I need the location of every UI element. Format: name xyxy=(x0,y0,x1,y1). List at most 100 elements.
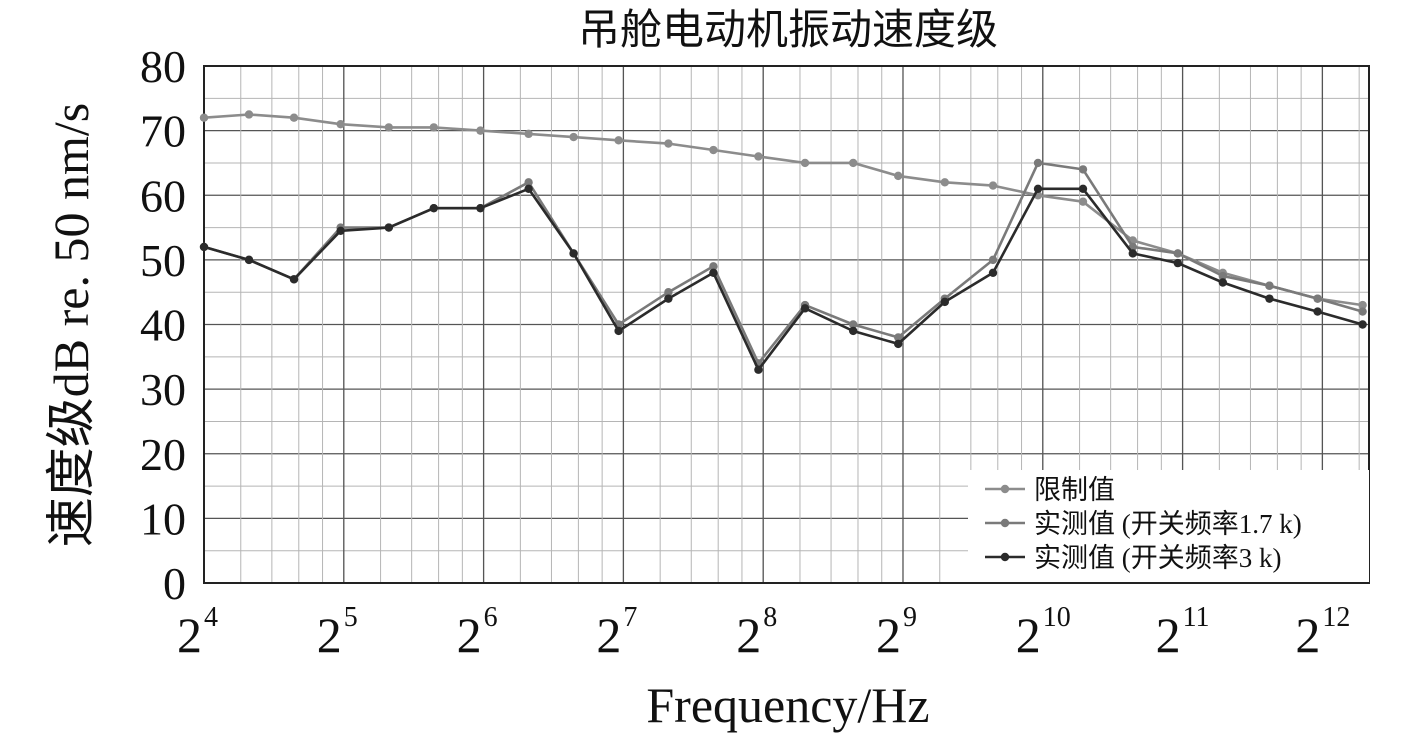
legend-swatch-marker xyxy=(1000,552,1010,562)
y-tick-label: 50 xyxy=(140,235,186,286)
data-point xyxy=(1358,300,1367,310)
data-point xyxy=(664,287,673,297)
data-point xyxy=(754,152,763,161)
data-point xyxy=(1265,294,1274,303)
legend-label: 限制值 xyxy=(1034,475,1115,505)
data-point xyxy=(244,110,254,119)
data-point xyxy=(569,249,578,258)
x-tick-base: 2 xyxy=(876,607,901,663)
data-point xyxy=(476,203,485,213)
y-axis-label: 速度级dB re. 50 nm/s xyxy=(43,103,99,547)
y-tick-label: 60 xyxy=(140,170,186,221)
data-point xyxy=(1265,281,1274,290)
y-axis-ticks: 0 10 20 30 40 50 60 70 80 xyxy=(140,41,186,609)
data-point xyxy=(849,326,858,336)
data-point xyxy=(1033,184,1043,193)
data-point xyxy=(289,113,299,122)
data-point xyxy=(1218,278,1228,287)
data-point xyxy=(1173,249,1183,258)
x-tick-base: 2 xyxy=(736,607,761,663)
data-point xyxy=(429,203,439,213)
data-point xyxy=(1313,307,1322,316)
x-tick-exponent: 10 xyxy=(1043,602,1071,633)
y-tick-label: 0 xyxy=(163,558,186,609)
data-point xyxy=(1078,165,1088,174)
data-point xyxy=(524,129,533,139)
data-point xyxy=(988,181,998,190)
y-tick-label: 40 xyxy=(140,300,186,351)
y-tick-label: 80 xyxy=(140,41,186,92)
x-tick-exponent: 6 xyxy=(484,602,498,633)
data-point xyxy=(384,223,394,232)
series-layer xyxy=(199,110,1367,374)
data-point xyxy=(709,268,718,277)
data-point xyxy=(709,145,718,155)
x-tick-exponent: 5 xyxy=(344,602,358,633)
data-point xyxy=(1358,320,1367,329)
legend-entry: 限制值 xyxy=(985,475,1115,505)
series-line xyxy=(203,113,1363,307)
data-point xyxy=(894,339,903,349)
x-tick-label: 2 12 xyxy=(1295,602,1350,663)
data-point xyxy=(1218,271,1228,281)
data-point xyxy=(754,365,763,374)
data-point xyxy=(199,113,209,122)
legend-box xyxy=(968,470,1369,582)
x-tick-base: 2 xyxy=(317,607,342,663)
series-line xyxy=(203,161,1363,365)
data-point xyxy=(1173,258,1183,268)
data-point xyxy=(1033,158,1043,168)
x-axis-label: Frequency/Hz xyxy=(646,677,929,733)
legend-swatch-marker xyxy=(1000,518,1010,528)
data-point xyxy=(384,123,394,132)
legend-label: 实测值 (开关频率3 k) xyxy=(1034,543,1281,573)
data-point xyxy=(614,326,623,336)
data-point xyxy=(1313,294,1322,303)
legend-label: 实测值 (开关频率1.7 k) xyxy=(1034,509,1302,539)
x-tick-base: 2 xyxy=(596,607,621,663)
data-point xyxy=(336,119,345,129)
data-point xyxy=(289,275,299,284)
data-point xyxy=(614,136,623,145)
y-tick-label: 10 xyxy=(140,493,186,544)
legend-entry: 实测值 (开关频率3 k) xyxy=(985,543,1281,573)
data-point xyxy=(894,171,903,181)
data-point xyxy=(1358,307,1367,316)
chart-title: 吊舱电动机振动速度级 xyxy=(578,7,998,54)
series-1 xyxy=(199,110,1367,310)
legend-swatch-marker xyxy=(1000,484,1010,494)
data-point xyxy=(524,184,533,193)
legend-entry: 实测值 (开关频率1.7 k) xyxy=(985,509,1302,539)
data-point xyxy=(199,242,209,252)
data-point xyxy=(940,297,950,307)
data-point xyxy=(664,294,673,303)
data-point xyxy=(244,255,254,265)
x-axis-ticks: 2 4 2 5 2 6 2 7 2 8 2 9 2 10 2 11 2 12 xyxy=(177,602,1350,663)
x-tick-base: 2 xyxy=(457,607,482,663)
x-tick-exponent: 4 xyxy=(204,602,218,633)
x-tick-exponent: 12 xyxy=(1322,602,1350,633)
y-tick-label: 70 xyxy=(140,106,186,157)
data-point xyxy=(336,226,345,235)
x-tick-exponent: 7 xyxy=(623,602,637,633)
data-point xyxy=(988,255,998,265)
x-tick-base: 2 xyxy=(1156,607,1181,663)
data-point xyxy=(569,132,578,142)
data-point xyxy=(709,262,718,271)
data-point xyxy=(849,158,858,168)
data-point xyxy=(800,158,810,168)
data-point xyxy=(940,178,950,187)
data-point xyxy=(664,139,673,148)
x-tick-exponent: 8 xyxy=(763,602,777,633)
data-point xyxy=(800,304,810,313)
x-tick-label: 2 11 xyxy=(1156,602,1210,663)
data-point xyxy=(1078,184,1088,193)
data-point xyxy=(1078,197,1088,206)
data-point xyxy=(894,333,903,342)
